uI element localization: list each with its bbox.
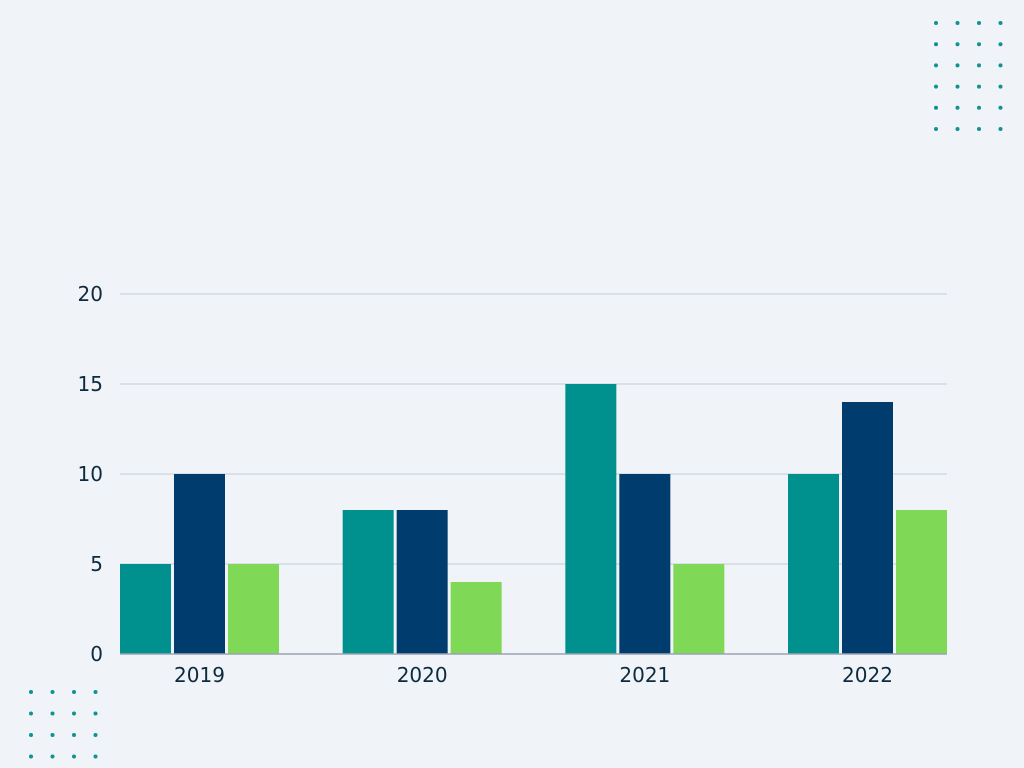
dot — [955, 63, 960, 68]
dot — [955, 21, 960, 25]
dot — [934, 42, 938, 47]
dot — [93, 711, 98, 716]
bar-2020-series-1 — [342, 510, 394, 654]
y-tick-label: 15 — [78, 372, 103, 396]
dot — [977, 63, 981, 68]
bar-2022-series-1 — [788, 474, 839, 654]
dot — [977, 127, 981, 131]
dot — [934, 84, 938, 89]
bar-2020-series-2 — [396, 510, 448, 654]
dot — [934, 105, 938, 110]
dot — [955, 84, 960, 89]
dot-grid-decoration-icon — [934, 21, 1003, 131]
dot — [998, 105, 1003, 110]
dot — [29, 711, 33, 716]
dot — [29, 754, 33, 759]
bar-2019-series-2 — [174, 474, 225, 654]
dot — [29, 690, 33, 694]
dot — [998, 42, 1003, 47]
y-tick-label: 0 — [90, 642, 103, 666]
y-tick-label: 20 — [78, 282, 103, 306]
dot — [934, 63, 938, 68]
y-tick-label: 10 — [78, 462, 103, 486]
bar-2021-series-2 — [619, 474, 671, 654]
dot — [955, 127, 960, 131]
dot — [72, 754, 76, 759]
dot — [93, 733, 98, 737]
dot — [72, 690, 76, 694]
bar-2022-series-3 — [896, 510, 947, 654]
dot — [72, 733, 76, 737]
dot — [29, 733, 33, 737]
dot — [955, 42, 960, 47]
bar-2019-series-1 — [120, 564, 171, 654]
dot — [50, 711, 55, 716]
dot-grid-decoration-icon — [29, 690, 98, 759]
dot — [977, 105, 981, 110]
dot — [955, 105, 960, 110]
x-tick-label: 2022 — [842, 663, 893, 687]
bar-2021-series-3 — [673, 564, 725, 654]
dot — [998, 84, 1003, 89]
dot — [998, 63, 1003, 68]
bar-2020-series-3 — [450, 582, 502, 654]
dot — [72, 711, 76, 716]
dot — [50, 733, 55, 737]
x-tick-label: 2019 — [174, 663, 225, 687]
y-axis-ticks: 0 5 10 15 20 — [78, 282, 103, 666]
dot — [93, 690, 98, 694]
dot — [977, 21, 981, 25]
dot — [50, 754, 55, 759]
x-tick-label: 2021 — [619, 663, 670, 687]
dot — [977, 84, 981, 89]
bars — [120, 384, 947, 654]
dot — [934, 21, 938, 25]
x-axis-ticks: 2019 2020 2021 2022 — [174, 663, 893, 687]
dot — [93, 754, 98, 759]
dot — [934, 127, 938, 131]
bar-2021-series-1 — [565, 384, 617, 654]
x-tick-label: 2020 — [397, 663, 448, 687]
bar-2022-series-2 — [842, 402, 893, 654]
bar-2019-series-3 — [228, 564, 279, 654]
dot — [998, 127, 1003, 131]
dot — [50, 690, 55, 694]
dot — [998, 21, 1003, 25]
y-tick-label: 5 — [90, 552, 103, 576]
dot — [977, 42, 981, 47]
